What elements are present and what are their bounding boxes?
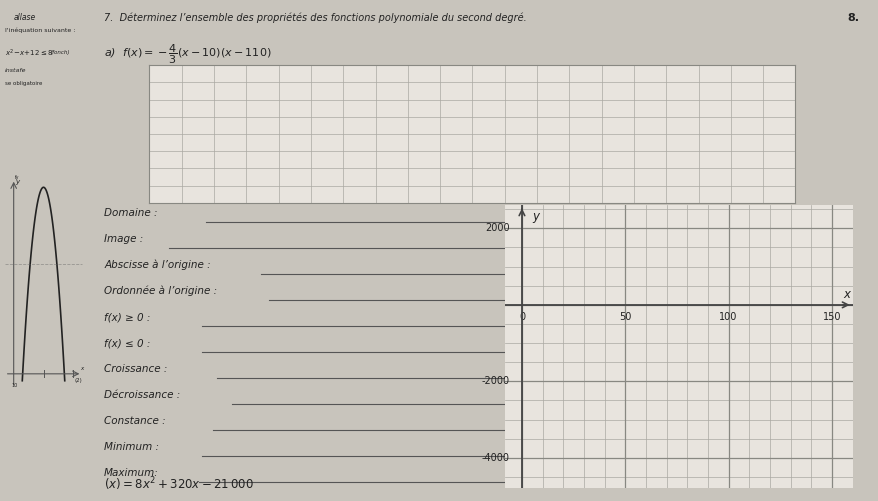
Text: y: y (15, 179, 19, 185)
Text: 100: 100 (718, 312, 737, 322)
Text: Image :: Image : (104, 234, 143, 244)
Text: $x^2\!-\!x\!+\!12\leq 8$: $x^2\!-\!x\!+\!12\leq 8$ (4, 48, 53, 59)
Text: se obligatoire: se obligatoire (4, 81, 42, 86)
Text: x: x (81, 366, 83, 371)
Text: 2000: 2000 (485, 223, 509, 233)
Text: x: x (842, 288, 849, 301)
Text: (2): (2) (75, 378, 83, 383)
Text: 50: 50 (618, 312, 630, 322)
Text: Minimum :: Minimum : (104, 442, 159, 452)
Text: -4000: -4000 (481, 453, 509, 463)
Text: Constance :: Constance : (104, 416, 166, 426)
Text: 150: 150 (822, 312, 840, 322)
Text: Croissance :: Croissance : (104, 364, 168, 374)
Text: Maximum:: Maximum: (104, 468, 159, 478)
Text: Décroissance :: Décroissance : (104, 390, 180, 400)
Text: f(x) ≥ 0 :: f(x) ≥ 0 : (104, 312, 150, 322)
Text: Ordonnée à l’origine :: Ordonnée à l’origine : (104, 286, 217, 296)
Text: y: y (532, 210, 539, 223)
Text: 0: 0 (518, 312, 524, 322)
Text: Domaine :: Domaine : (104, 208, 157, 218)
Text: (fonch): (fonch) (51, 50, 70, 55)
Text: 8.: 8. (846, 13, 859, 23)
Text: allase: allase (14, 13, 36, 22)
Text: fy: fy (15, 175, 19, 180)
Text: Abscisse à l’origine :: Abscisse à l’origine : (104, 260, 211, 270)
Text: l'inéquation suivante :: l'inéquation suivante : (4, 28, 75, 33)
Text: a)  $f(x) = -\dfrac{4}{3}(x - 10)(x - 110)$: a) $f(x) = -\dfrac{4}{3}(x - 10)(x - 110… (104, 43, 271, 66)
Text: 10: 10 (12, 383, 18, 388)
Text: -2000: -2000 (481, 376, 509, 386)
Text: instafe: instafe (4, 68, 26, 73)
Text: $(x) = 8x^2 + 320x - 21\,000$: $(x) = 8x^2 + 320x - 21\,000$ (104, 476, 254, 493)
Text: 7.  Déterminez l’ensemble des propriétés des fonctions polynomiale du second deg: 7. Déterminez l’ensemble des propriétés … (104, 13, 526, 23)
Text: f(x) ≤ 0 :: f(x) ≤ 0 : (104, 338, 150, 348)
